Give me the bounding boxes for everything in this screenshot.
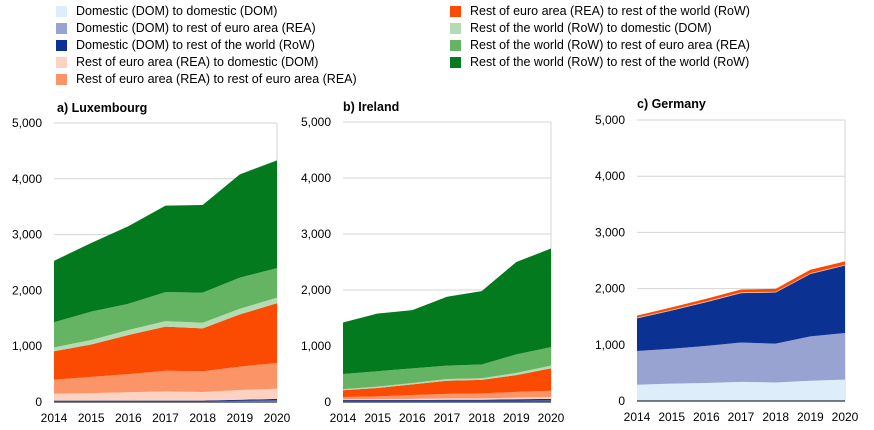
legend-label: Rest of the world (RoW) to domestic (DOM… [470, 21, 712, 35]
y-tick-label: 0 [618, 394, 625, 408]
x-tick-label: 2014 [330, 411, 357, 425]
area-series [343, 396, 551, 401]
y-tick-label: 3,000 [595, 225, 625, 239]
x-tick-label: 2015 [78, 411, 105, 425]
legend-swatch [56, 39, 67, 51]
legend-label: Domestic (DOM) to domestic (DOM) [76, 4, 278, 18]
legend-item: Domestic (DOM) to rest of euro area (REA… [56, 21, 316, 35]
y-tick-label: 1,000 [12, 339, 42, 353]
legend-item: Rest of euro area (REA) to rest of euro … [56, 72, 357, 86]
y-tick-label: 1,000 [301, 339, 331, 353]
area-series [343, 400, 551, 402]
chart-panel: 0 1,000 2,000 3,000 4,000 5,000 2014 2015 2016 20… [301, 100, 565, 425]
x-tick-label: 2020 [264, 411, 291, 425]
y-tick-label: 3,000 [12, 228, 42, 242]
legend-swatch [56, 5, 67, 17]
y-tick-label: 4,000 [595, 169, 625, 183]
x-tick-label: 2020 [538, 411, 565, 425]
area-series [343, 365, 551, 391]
legend-item: Rest of euro area (REA) to domestic (DOM… [56, 55, 318, 69]
chart-panel: 0 1,000 2,000 3,000 4,000 5,000 2014 2015 2016 20… [12, 101, 291, 425]
y-tick-label: 5,000 [595, 113, 625, 127]
y-tick-label: 3,000 [301, 227, 331, 241]
area-series [54, 303, 277, 380]
y-tick-label: 5,000 [301, 115, 331, 129]
legend-label: Domestic (DOM) to rest of euro area (REA… [76, 21, 316, 35]
chart-legend: Domestic (DOM) to domestic (DOM) Domestic… [0, 0, 874, 90]
area-series [637, 265, 845, 351]
x-tick-label: 2017 [728, 410, 755, 424]
legend-swatch [450, 56, 461, 68]
legend-item: Rest of the world (RoW) to rest of euro … [450, 38, 750, 52]
x-tick-label: 2016 [693, 410, 720, 424]
legend-label: Rest of euro area (REA) to domestic (DOM… [76, 55, 319, 69]
y-tick-label: 1,000 [595, 338, 625, 352]
legend-item: Rest of euro area (REA) to rest of the w… [450, 4, 750, 18]
x-tick-label: 2015 [658, 410, 685, 424]
legend-item: Domestic (DOM) to rest of the world (RoW… [56, 38, 315, 52]
legend-label: Rest of euro area (REA) to rest of euro … [76, 72, 357, 86]
area-series [343, 248, 551, 374]
area-series [343, 398, 551, 401]
area-series [54, 388, 277, 401]
y-tick-label: 4,000 [12, 172, 42, 186]
legend-swatch [450, 39, 461, 51]
x-tick-label: 2019 [797, 410, 824, 424]
x-tick-label: 2017 [434, 411, 461, 425]
y-tick-label: 2,000 [595, 282, 625, 296]
y-tick-label: 4,000 [301, 171, 331, 185]
legend-swatch [56, 22, 67, 34]
legend-item: Rest of the world (RoW) to domestic (DOM… [450, 21, 712, 35]
x-tick-label: 2016 [115, 411, 142, 425]
x-tick-label: 2014 [624, 410, 651, 424]
chart-title: a) Luxembourg [57, 101, 147, 115]
area-series [54, 160, 277, 323]
chart-panel: 0 1,000 2,000 3,000 4,000 5,000 2014 2015 2016 20… [595, 97, 859, 424]
legend-label: Rest of the world (RoW) to rest of euro … [470, 38, 750, 52]
x-tick-label: 2018 [189, 411, 216, 425]
area-series [343, 368, 551, 397]
legend-item: Domestic (DOM) to domestic (DOM) [56, 4, 277, 18]
area-series [54, 297, 277, 352]
legend-swatch [56, 73, 67, 85]
x-tick-label: 2018 [468, 411, 495, 425]
y-tick-label: 5,000 [12, 116, 42, 130]
area-series [637, 261, 845, 318]
chart-title: c) Germany [637, 97, 706, 111]
x-tick-label: 2016 [399, 411, 426, 425]
area-series [54, 268, 277, 348]
y-tick-label: 0 [324, 395, 331, 409]
y-tick-label: 0 [35, 395, 42, 409]
chart-title: b) Ireland [343, 100, 399, 114]
legend-label: Rest of the world (RoW) to rest of the w… [470, 55, 750, 69]
legend-label: Domestic (DOM) to rest of the world (RoW… [76, 38, 315, 52]
area-series [343, 390, 551, 400]
area-series [637, 333, 845, 385]
x-tick-label: 2014 [41, 411, 68, 425]
area-series [54, 362, 277, 394]
area-series [637, 264, 845, 319]
x-tick-label: 2018 [762, 410, 789, 424]
x-tick-label: 2019 [503, 411, 530, 425]
legend-swatch [56, 56, 67, 68]
legend-swatch [450, 5, 461, 17]
x-tick-label: 2020 [832, 410, 859, 424]
y-tick-label: 2,000 [301, 283, 331, 297]
legend-swatch [450, 22, 461, 34]
area-series [54, 400, 277, 402]
y-tick-label: 2,000 [12, 283, 42, 297]
area-series [637, 265, 845, 319]
area-series [54, 398, 277, 402]
legend-label: Rest of euro area (REA) to rest of the w… [470, 4, 750, 18]
x-tick-label: 2015 [364, 411, 391, 425]
x-tick-label: 2019 [226, 411, 253, 425]
area-series [637, 379, 845, 401]
area-series [343, 347, 551, 390]
x-tick-label: 2017 [152, 411, 179, 425]
legend-item: Rest of the world (RoW) to rest of the w… [450, 55, 749, 69]
